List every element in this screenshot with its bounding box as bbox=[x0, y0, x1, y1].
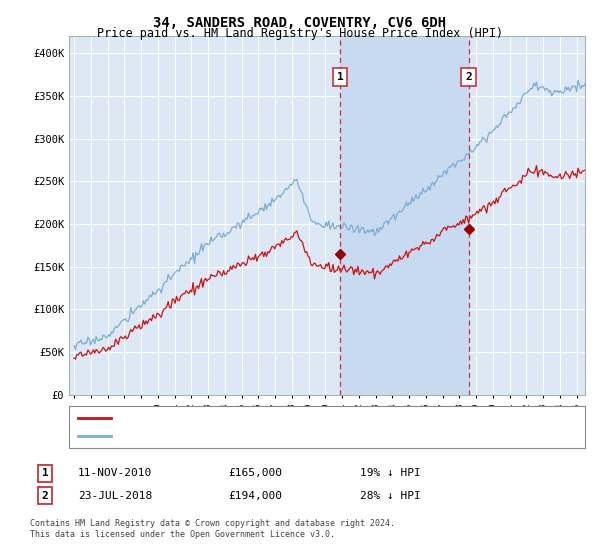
Text: £194,000: £194,000 bbox=[228, 491, 282, 501]
Text: Price paid vs. HM Land Registry's House Price Index (HPI): Price paid vs. HM Land Registry's House … bbox=[97, 27, 503, 40]
Text: 34, SANDERS ROAD, COVENTRY, CV6 6DH (detached house): 34, SANDERS ROAD, COVENTRY, CV6 6DH (det… bbox=[117, 413, 442, 423]
Text: HPI: Average price, detached house, Nuneaton and Bedworth: HPI: Average price, detached house, Nune… bbox=[117, 431, 473, 441]
Text: 11-NOV-2010: 11-NOV-2010 bbox=[78, 468, 152, 478]
Text: £165,000: £165,000 bbox=[228, 468, 282, 478]
Text: Contains HM Land Registry data © Crown copyright and database right 2024.
This d: Contains HM Land Registry data © Crown c… bbox=[30, 520, 395, 539]
Text: 19% ↓ HPI: 19% ↓ HPI bbox=[360, 468, 421, 478]
Text: 34, SANDERS ROAD, COVENTRY, CV6 6DH: 34, SANDERS ROAD, COVENTRY, CV6 6DH bbox=[154, 16, 446, 30]
Text: 1: 1 bbox=[337, 72, 343, 82]
Text: 23-JUL-2018: 23-JUL-2018 bbox=[78, 491, 152, 501]
Text: 1: 1 bbox=[41, 468, 49, 478]
Text: 2: 2 bbox=[41, 491, 49, 501]
Bar bbox=[340, 36, 469, 395]
Text: 28% ↓ HPI: 28% ↓ HPI bbox=[360, 491, 421, 501]
Text: 2: 2 bbox=[466, 72, 472, 82]
